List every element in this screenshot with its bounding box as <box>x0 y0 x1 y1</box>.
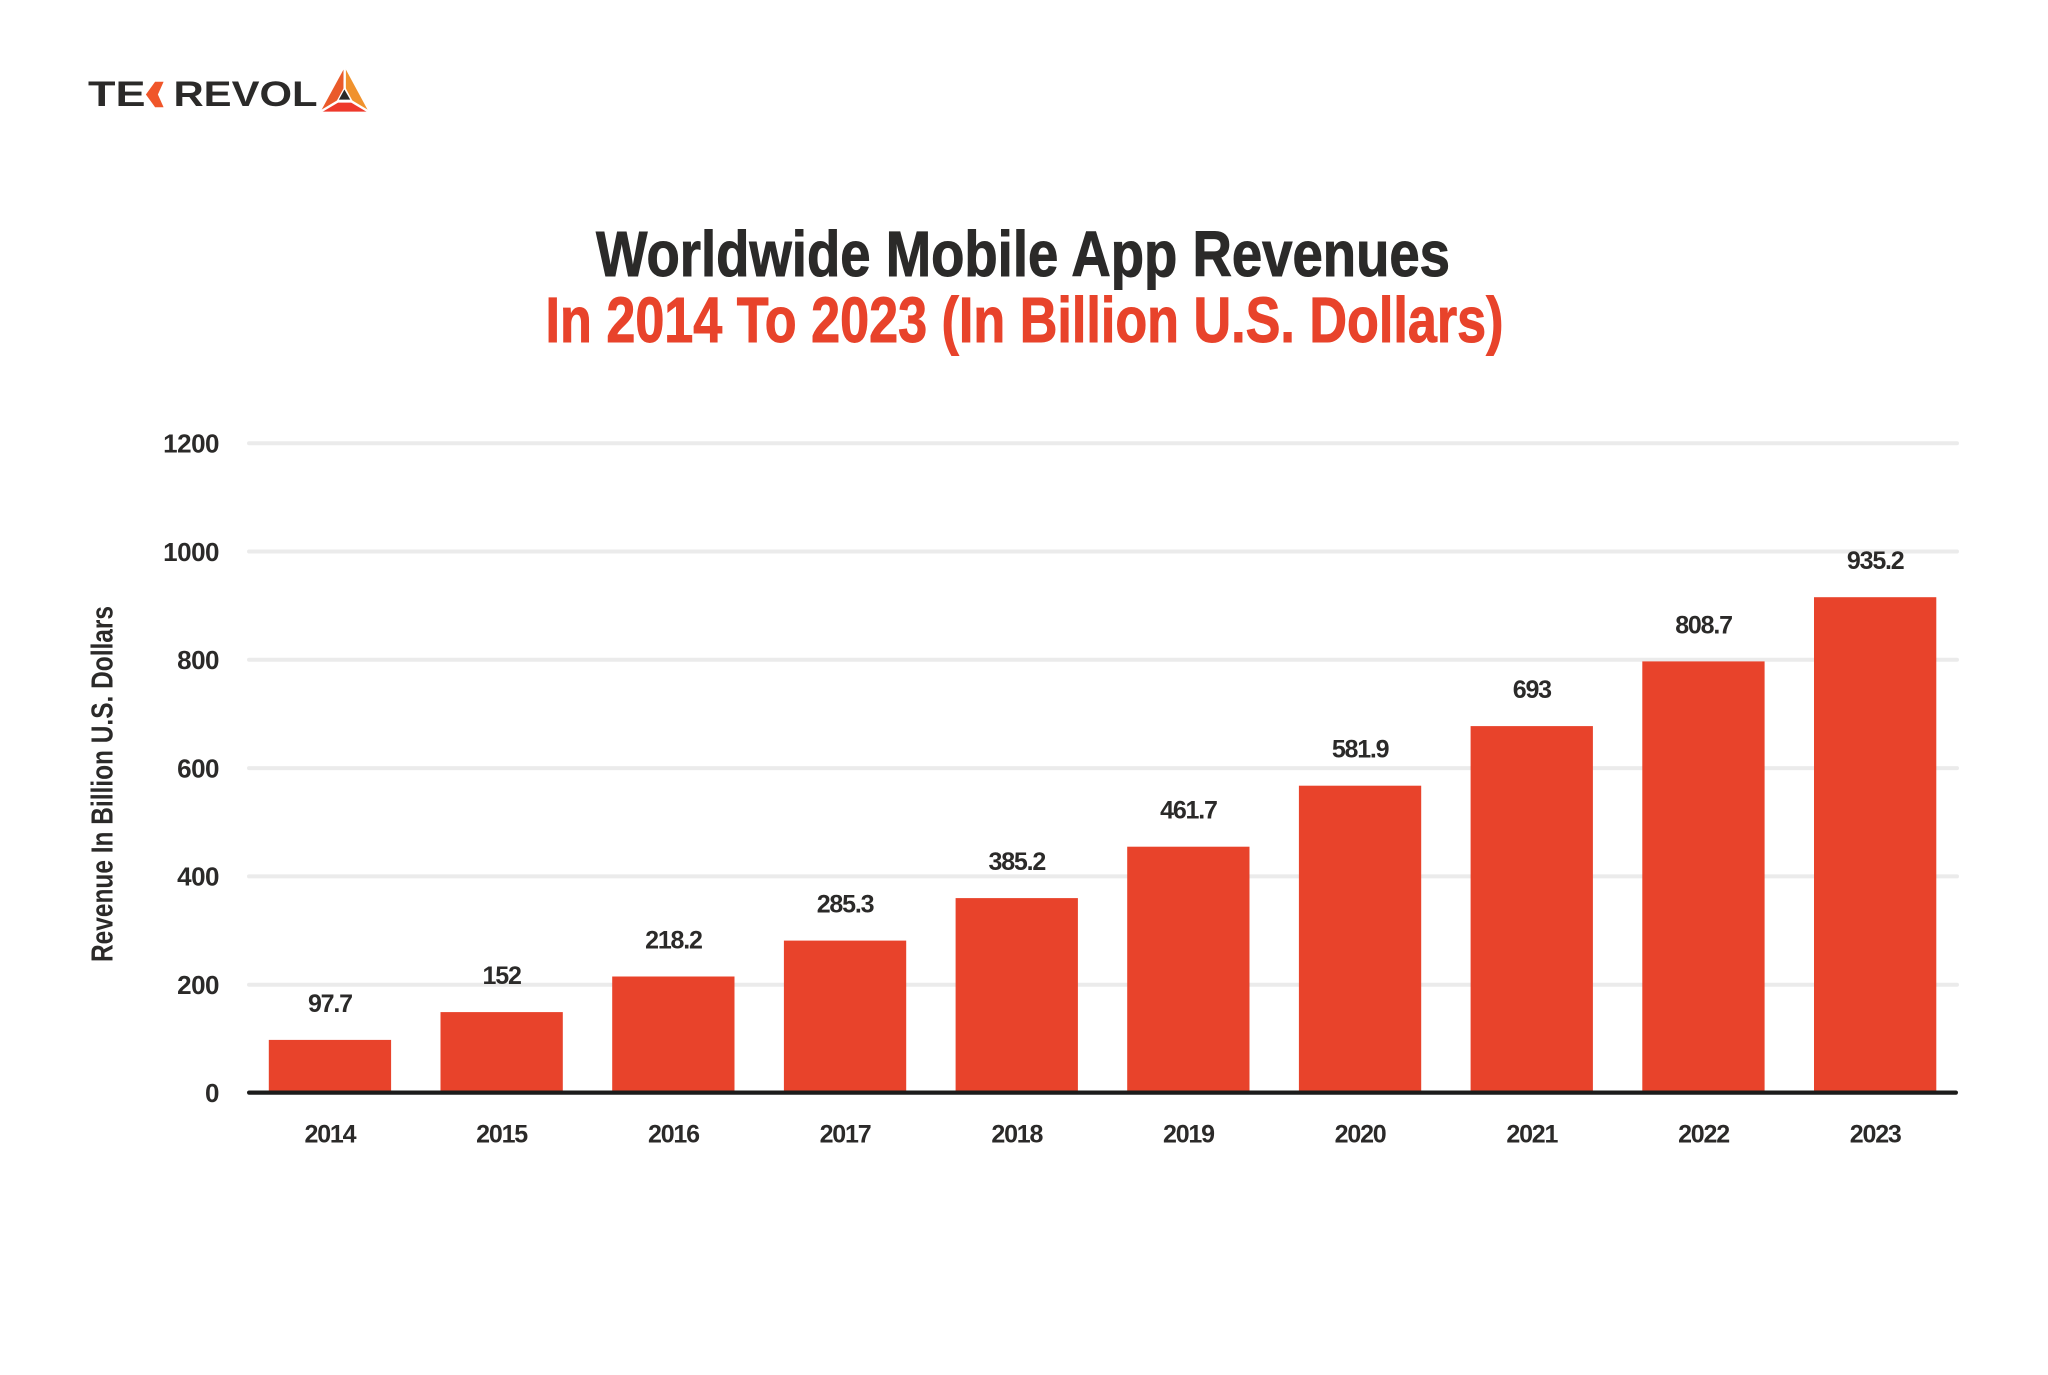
svg-text:808.7: 808.7 <box>1675 611 1732 639</box>
svg-text:2019: 2019 <box>1163 1120 1214 1148</box>
svg-text:385.2: 385.2 <box>989 848 1046 876</box>
svg-text:Revenue In Billion U.S. Dollar: Revenue In Billion U.S. Dollars <box>85 606 120 962</box>
svg-text:2022: 2022 <box>1678 1120 1729 1148</box>
svg-text:461.7: 461.7 <box>1160 797 1217 825</box>
svg-text:97.7: 97.7 <box>308 990 352 1018</box>
svg-text:2014: 2014 <box>304 1120 356 1148</box>
svg-text:1200: 1200 <box>163 429 219 459</box>
svg-text:935.2: 935.2 <box>1847 547 1904 575</box>
svg-text:581.9: 581.9 <box>1332 736 1389 764</box>
svg-text:2017: 2017 <box>820 1120 871 1148</box>
svg-text:600: 600 <box>177 753 219 783</box>
svg-text:152: 152 <box>483 962 521 990</box>
svg-text:2018: 2018 <box>991 1120 1043 1148</box>
svg-text:200: 200 <box>177 970 219 1000</box>
svg-text:2021: 2021 <box>1506 1120 1558 1148</box>
svg-text:TE: TE <box>88 75 146 114</box>
svg-text:REVOL: REVOL <box>174 75 318 114</box>
svg-text:800: 800 <box>177 645 219 675</box>
svg-text:693: 693 <box>1513 676 1551 704</box>
svg-text:1000: 1000 <box>163 537 219 567</box>
svg-text:2020: 2020 <box>1335 1120 1386 1148</box>
svg-text:2016: 2016 <box>648 1120 699 1148</box>
svg-text:2023: 2023 <box>1850 1120 1901 1148</box>
svg-text:400: 400 <box>177 862 219 892</box>
svg-text:0: 0 <box>205 1078 219 1108</box>
svg-text:2015: 2015 <box>476 1120 528 1148</box>
svg-text:In 2014 To 2023 (In Billion U.: In 2014 To 2023 (In Billion U.S. Dollars… <box>546 284 1504 356</box>
svg-text:218.2: 218.2 <box>645 927 702 955</box>
svg-text:Worldwide Mobile App Revenues: Worldwide Mobile App Revenues <box>596 218 1450 290</box>
svg-text:285.3: 285.3 <box>817 891 874 919</box>
